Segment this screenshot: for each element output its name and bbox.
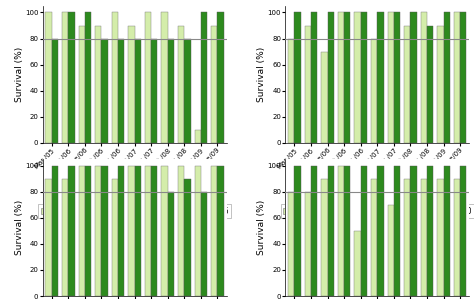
Bar: [361, 13, 367, 143]
Bar: [101, 166, 108, 296]
Bar: [135, 39, 141, 143]
Bar: [338, 13, 344, 143]
Bar: [438, 179, 444, 296]
Bar: [218, 13, 224, 143]
Bar: [118, 39, 124, 143]
Bar: [112, 13, 118, 143]
Bar: [211, 25, 218, 143]
Bar: [112, 179, 118, 296]
Bar: [201, 13, 207, 143]
Y-axis label: Survival (%): Survival (%): [257, 47, 266, 102]
Bar: [371, 179, 377, 296]
Bar: [427, 166, 433, 296]
Bar: [194, 130, 201, 143]
Bar: [361, 166, 367, 296]
Bar: [444, 166, 450, 296]
Bar: [410, 166, 417, 296]
Bar: [52, 166, 58, 296]
Bar: [294, 166, 301, 296]
Bar: [194, 166, 201, 296]
Bar: [162, 166, 168, 296]
Bar: [118, 166, 124, 296]
Bar: [305, 25, 311, 143]
Bar: [162, 13, 168, 143]
Bar: [95, 166, 101, 296]
Bar: [460, 166, 466, 296]
Bar: [427, 25, 433, 143]
Bar: [377, 166, 383, 296]
Bar: [184, 39, 191, 143]
Bar: [151, 39, 157, 143]
Bar: [85, 13, 91, 143]
Bar: [404, 25, 410, 143]
Bar: [79, 25, 85, 143]
Bar: [321, 52, 328, 143]
Bar: [344, 166, 350, 296]
Bar: [460, 13, 466, 143]
Bar: [46, 179, 52, 296]
Bar: [388, 205, 394, 296]
Bar: [288, 192, 294, 296]
Bar: [355, 231, 361, 296]
Bar: [311, 13, 318, 143]
Bar: [344, 13, 350, 143]
Bar: [410, 13, 417, 143]
Bar: [68, 166, 74, 296]
Bar: [145, 166, 151, 296]
Y-axis label: Survival (%): Survival (%): [15, 47, 24, 102]
Bar: [338, 166, 344, 296]
Bar: [128, 166, 135, 296]
Bar: [404, 179, 410, 296]
Bar: [421, 179, 427, 296]
Bar: [178, 25, 184, 143]
Bar: [178, 166, 184, 296]
Bar: [201, 192, 207, 296]
Bar: [355, 13, 361, 143]
Bar: [454, 13, 460, 143]
Bar: [294, 13, 301, 143]
Y-axis label: Survival (%): Survival (%): [15, 200, 24, 255]
Bar: [168, 192, 174, 296]
Bar: [62, 179, 68, 296]
Bar: [62, 13, 68, 143]
Bar: [371, 39, 377, 143]
Bar: [95, 25, 101, 143]
Bar: [328, 13, 334, 143]
Bar: [168, 39, 174, 143]
Bar: [145, 13, 151, 143]
Bar: [128, 25, 135, 143]
Bar: [394, 166, 400, 296]
Bar: [438, 25, 444, 143]
Legend: Ca 070, Control, Limit   χ̅ = 8.6; SD = 2.6: Ca 070, Control, Limit χ̅ = 8.6; SD = 2.…: [38, 204, 231, 218]
Bar: [305, 192, 311, 296]
Bar: [377, 13, 383, 143]
Bar: [101, 39, 108, 143]
Bar: [135, 166, 141, 296]
Bar: [52, 39, 58, 143]
Bar: [288, 39, 294, 143]
Bar: [328, 166, 334, 296]
Bar: [184, 179, 191, 296]
Y-axis label: Survival (%): Survival (%): [257, 200, 266, 255]
Bar: [311, 166, 318, 296]
Bar: [79, 166, 85, 296]
Bar: [68, 13, 74, 143]
Bar: [394, 13, 400, 143]
Bar: [46, 13, 52, 143]
Bar: [211, 166, 218, 296]
Bar: [454, 179, 460, 296]
Bar: [85, 166, 91, 296]
Bar: [321, 179, 328, 296]
Bar: [444, 13, 450, 143]
Bar: [151, 166, 157, 296]
Bar: [421, 13, 427, 143]
Bar: [218, 166, 224, 296]
Bar: [388, 13, 394, 143]
Legend: Ca 092, Control, Limit   χ̅ = 9.1; SD = 1.0: Ca 092, Control, Limit χ̅ = 9.1; SD = 1.…: [281, 204, 474, 218]
